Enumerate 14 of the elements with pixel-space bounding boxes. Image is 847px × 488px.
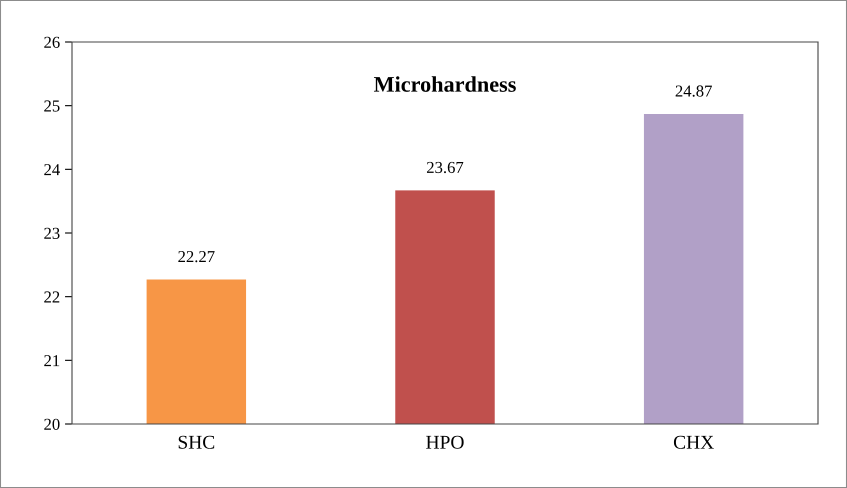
data-label: 23.67 — [426, 162, 464, 174]
y-tick-label: 26 — [44, 36, 60, 48]
x-tick-label: CHX — [674, 436, 714, 449]
x-tick-label: SHC — [178, 436, 214, 449]
y-tick-label: 21 — [44, 355, 60, 366]
y-tick-label: 24 — [44, 164, 60, 176]
data-label: 24.87 — [676, 85, 712, 97]
y-tick-label: 22 — [44, 291, 60, 302]
text: Microhardness — [374, 76, 516, 92]
data-label: 22.27 — [178, 251, 215, 262]
y-tick-label: 20 — [44, 418, 60, 430]
y-tick-label: 23 — [44, 228, 60, 239]
x-tick-label: HPO — [426, 436, 464, 449]
y-tick-label: 25 — [44, 100, 60, 112]
